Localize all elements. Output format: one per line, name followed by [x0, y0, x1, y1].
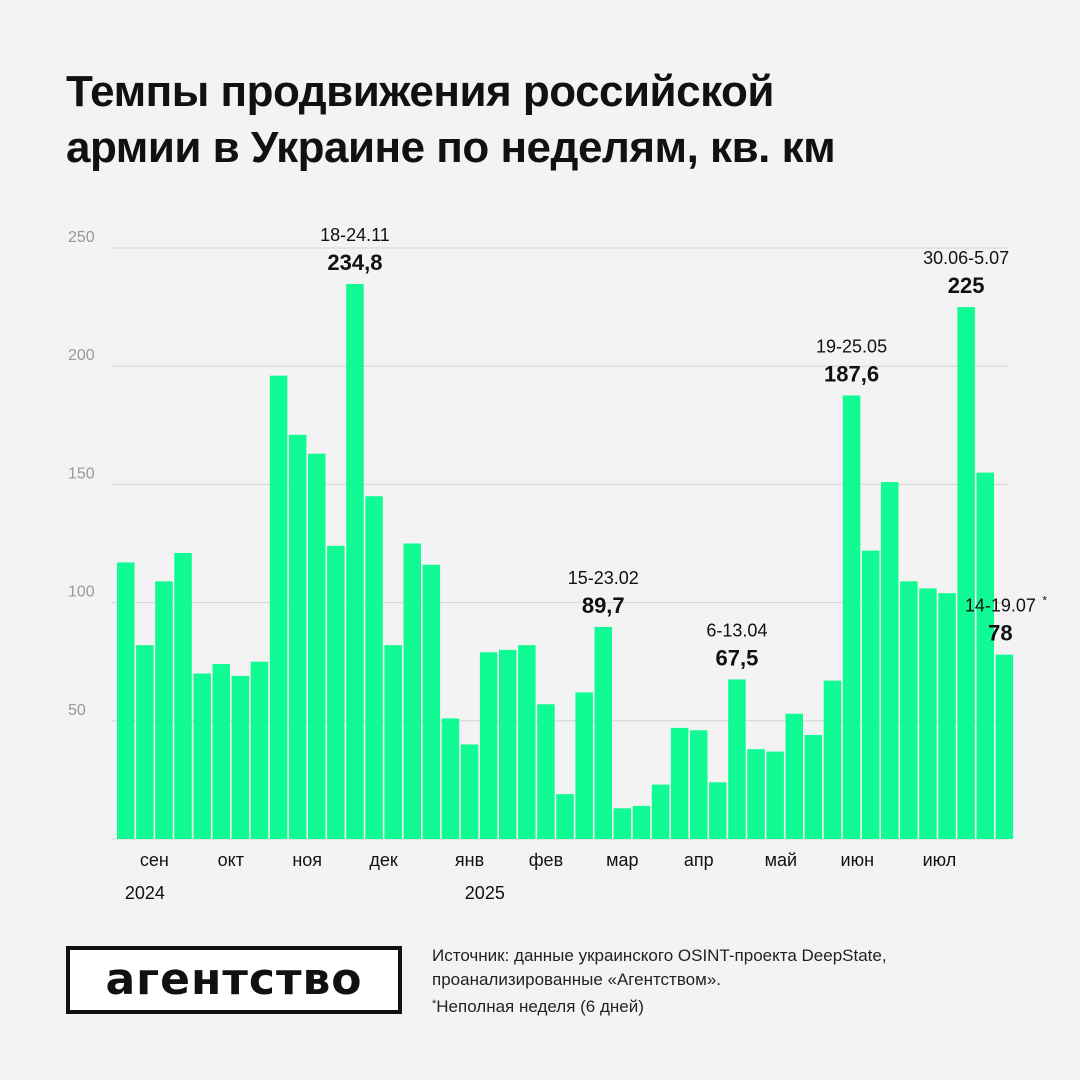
- y-tick-label: 100: [68, 584, 95, 601]
- bar: [613, 808, 632, 839]
- bar: [785, 713, 803, 839]
- x-tick-label: фев: [529, 850, 563, 870]
- y-tick-label: 200: [68, 347, 95, 364]
- chart-title: Темпы продвижения российской армии в Укр…: [66, 64, 1026, 176]
- bar: [327, 545, 345, 839]
- bar: [957, 307, 975, 840]
- x-tick-label: дек: [369, 850, 398, 870]
- annotation-value: 234,8: [327, 250, 382, 275]
- bar: [823, 680, 842, 839]
- bar: [479, 652, 498, 839]
- annotation-period: 18-24.11: [320, 225, 390, 245]
- footnote-mark: *: [432, 998, 437, 1010]
- x-tick-label: янв: [455, 850, 484, 870]
- bar: [728, 679, 746, 839]
- x-tick-label: июн: [841, 850, 875, 870]
- bar: [670, 727, 689, 839]
- bar: [976, 472, 994, 839]
- x-tick-label: апр: [684, 850, 714, 870]
- bar: [384, 645, 402, 839]
- bar: [422, 564, 441, 839]
- bar: [709, 782, 727, 839]
- bar: [250, 661, 269, 839]
- logo-text: агентство: [105, 954, 363, 1005]
- bar: [575, 692, 593, 839]
- x-tick-label: июл: [923, 850, 957, 870]
- annotation-period: 19-25.05: [816, 337, 887, 357]
- x-tick-label: мар: [606, 850, 638, 870]
- bar: [346, 283, 364, 839]
- annotation-footnote-mark: *: [1042, 594, 1047, 608]
- bar-chart: 50 100 150 200 250 сен окт ноя дек янв фев мар апр м…: [68, 225, 1048, 903]
- bar: [460, 744, 479, 839]
- year-label: 2025: [465, 883, 505, 903]
- title-line-2: армии в Украине по неделям, кв. км: [66, 123, 836, 172]
- bar: [881, 482, 899, 839]
- x-tick-label: окт: [218, 850, 244, 870]
- annotation-period: 6-13.04: [706, 620, 767, 640]
- annotation-value: 225: [948, 273, 985, 298]
- bar: [690, 730, 708, 839]
- bar: [231, 675, 250, 839]
- bar: [995, 654, 1014, 839]
- bar: [193, 673, 211, 839]
- bar: [747, 749, 765, 839]
- bar: [594, 626, 612, 839]
- source-line-1: Источник: данные украинского OSINT-проек…: [432, 946, 887, 965]
- y-tick-label: 250: [68, 229, 95, 246]
- annotation-period: 30.06-5.07: [923, 248, 1009, 268]
- x-tick-label: май: [765, 850, 797, 870]
- annotation-value: 67,5: [716, 645, 759, 670]
- bar: [174, 552, 192, 839]
- bars-layer: [117, 283, 1014, 840]
- bar: [518, 645, 536, 839]
- bar: [919, 588, 937, 839]
- bar: [632, 805, 651, 839]
- annotation-value: 187,6: [824, 362, 879, 387]
- bar: [766, 751, 784, 839]
- bar: [155, 581, 173, 839]
- bar: [938, 593, 956, 839]
- annotation-period: 14-19.07: [965, 596, 1036, 616]
- bar: [403, 543, 421, 839]
- bar: [308, 453, 326, 839]
- x-tick-label: сен: [140, 850, 169, 870]
- year-label: 2024: [125, 883, 165, 903]
- bar: [651, 784, 670, 839]
- bar: [804, 734, 823, 839]
- bar: [556, 794, 574, 839]
- title-line-1: Темпы продвижения российской: [66, 67, 774, 116]
- bar: [842, 395, 861, 839]
- annotation-period: 15-23.02: [568, 568, 639, 588]
- bar: [136, 645, 154, 839]
- source-note: Источник: данные украинского OSINT-проек…: [432, 944, 1052, 1019]
- bar: [900, 581, 918, 839]
- y-tick-label: 150: [68, 465, 95, 482]
- bar: [269, 375, 288, 839]
- bar: [288, 434, 307, 839]
- bar: [499, 649, 517, 839]
- labels-layer: сен окт ноя дек янв фев мар апр май июн июл 2024 202…: [125, 225, 1048, 903]
- y-tick-label: 50: [68, 702, 86, 719]
- annotation-value: 89,7: [582, 593, 625, 618]
- annotation-value: 78: [988, 621, 1012, 646]
- source-line-2: проанализированные «Агентством».: [432, 970, 721, 989]
- bar: [861, 550, 880, 839]
- bar: [537, 704, 555, 839]
- footnote-text: Неполная неделя (6 дней): [436, 997, 644, 1016]
- bar: [117, 562, 135, 839]
- agentstvo-logo: агентство: [66, 946, 402, 1014]
- bar: [365, 496, 383, 839]
- bar: [212, 664, 230, 839]
- x-tick-label: ноя: [292, 850, 322, 870]
- footnote: *Неполная неделя (6 дней): [432, 992, 1052, 1019]
- bar: [441, 718, 460, 839]
